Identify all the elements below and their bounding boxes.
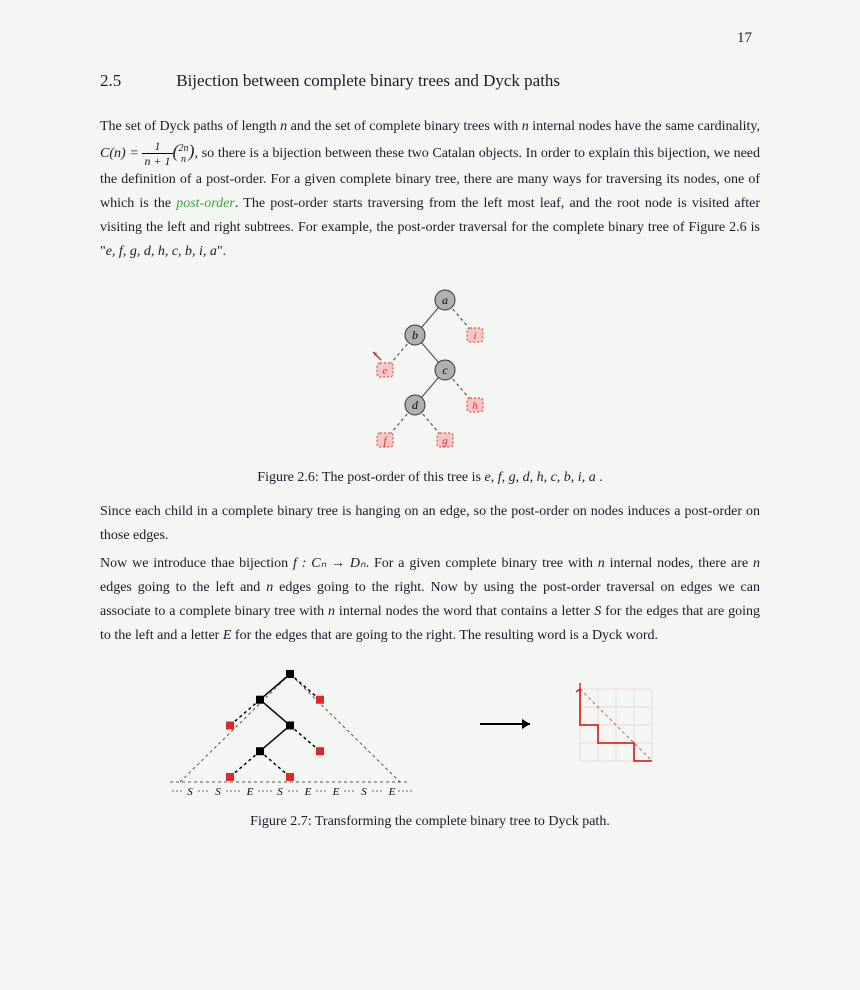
paragraph-3: Now we introduce thae bijection f : Cₙ →… [100,552,760,648]
page: 17 2.5 Bijection between complete binary… [0,0,860,880]
fig26-cap-seq: e, f, g, d, h, c, b, i, a [484,470,599,485]
p3-f: internal nodes the word that contains a … [335,604,594,619]
var-n-2: n [522,119,529,134]
page-number: 17 [100,30,760,47]
svg-text:S: S [215,786,221,798]
p3-a: Now we introduce thae bijection [100,556,293,571]
catalan-formula: C(n) = 1n + 1(2nn) [100,146,195,161]
section-number: 2.5 [100,71,172,91]
bijection-func: f : Cₙ → Dₙ [293,556,366,571]
var-n-3: n [598,556,605,571]
p3-b: . For a given complete binary tree with [366,556,598,571]
var-n-4: n [753,556,760,571]
tree-2-6-svg: abiecdhfg [325,280,535,460]
p1-seq: e, f, g, d, h, c, b, i, a [106,244,217,259]
figure-2-7-caption: Figure 2.7: Transforming the complete bi… [250,814,610,830]
figure-2-6: abiecdhfg Figure 2.6: The post-order of … [100,280,760,486]
p3-h: for the edges that are going to the righ… [231,628,658,643]
p1-b: and the set of complete binary trees wit… [287,119,522,134]
figure-2-7: S S E S E E S E Figure 2.7: Transforming the co… [100,664,760,830]
svg-text:E: E [332,786,340,798]
paragraph-1: The set of Dyck paths of length n and th… [100,115,760,264]
section-header: 2.5 Bijection between complete binary tr… [100,71,760,91]
svg-text:E: E [304,786,312,798]
p1-end: ". [217,244,226,259]
svg-text:c: c [442,363,448,377]
svg-text:i: i [473,330,476,342]
p3-d: edges going to the left and [100,580,266,595]
post-order-term: post-order [176,196,235,211]
figure-2-6-caption: Figure 2.6: The post-order of this tree … [257,470,602,486]
fig26-cap-b: . [599,470,603,485]
svg-text:g: g [442,435,448,447]
svg-text:h: h [472,400,478,412]
p3-c: internal nodes, there are [605,556,753,571]
svg-text:E: E [388,786,396,798]
p1-a: The set of Dyck paths of length [100,119,280,134]
svg-text:S: S [361,786,367,798]
p1-c: internal nodes have the same cardinality… [529,119,760,134]
svg-text:S: S [277,786,283,798]
section-title: Bijection between complete binary trees … [176,71,560,90]
paragraph-2: Since each child in a complete binary tr… [100,500,760,548]
svg-text:a: a [442,293,448,307]
svg-text:b: b [412,328,418,342]
figure-2-7-svg: SSESEESE [150,664,710,804]
fig26-cap-a: Figure 2.6: The post-order of this tree … [257,470,484,485]
svg-text:e: e [383,365,388,377]
svg-text:S: S [187,786,193,798]
var-n-6: n [328,604,335,619]
svg-text:E: E [246,786,254,798]
svg-text:d: d [412,398,419,412]
